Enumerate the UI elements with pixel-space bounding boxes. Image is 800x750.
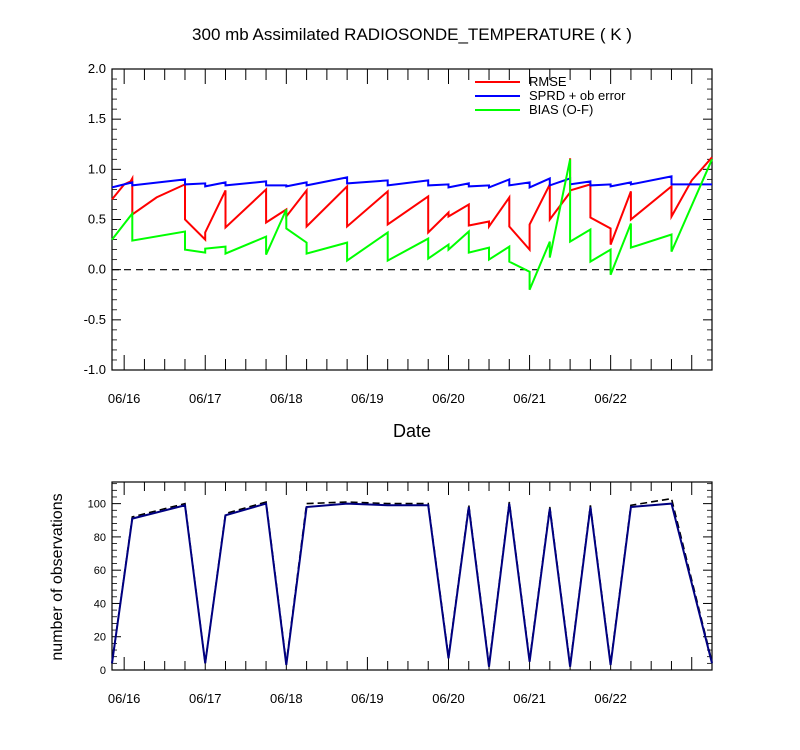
- y-tick-label: 1.5: [88, 111, 106, 126]
- y-tick-label: -0.5: [84, 312, 106, 327]
- legend-label: RMSE: [529, 74, 567, 89]
- plot-frame: [111, 68, 713, 371]
- x-tick-label: 06/17: [189, 691, 222, 706]
- x-tick-label: 06/18: [270, 691, 303, 706]
- y-tick-label: 20: [94, 632, 106, 644]
- x-tick-label: 06/20: [432, 691, 465, 706]
- series-line-bias-o-f: [111, 158, 713, 291]
- x-tick-label: 06/18: [270, 391, 303, 406]
- legend-label: BIAS (O-F): [529, 102, 593, 117]
- x-tick-label: 06/16: [108, 391, 141, 406]
- y-tick-label: 100: [88, 499, 106, 511]
- y-tick-label: -1.0: [84, 362, 106, 377]
- x-tick-label: 06/16: [108, 691, 141, 706]
- x-tick-label: 06/22: [594, 691, 627, 706]
- series-line-assimilated: [111, 502, 713, 667]
- chart-title: 300 mb Assimilated RADIOSONDE_TEMPERATUR…: [192, 25, 632, 44]
- x-tick-label: 06/20: [432, 391, 465, 406]
- series-line-rmse: [111, 156, 713, 253]
- x-tick-label: 06/21: [513, 691, 546, 706]
- x-tick-label: 06/19: [351, 391, 384, 406]
- bottom-chart-axes: 0 20 40 60 80 100 06/16 06/17 06/18 06/19 06/20 06/…: [88, 481, 713, 706]
- x-tick-label: 06/21: [513, 391, 546, 406]
- y-tick-label: 60: [94, 565, 106, 577]
- plot-frame: [111, 481, 713, 671]
- series-line-sprd-ob-error: [111, 175, 712, 189]
- x-axis-label: Date: [393, 421, 431, 441]
- x-tick-label: 06/19: [351, 691, 384, 706]
- top-chart-series: [111, 156, 713, 291]
- legend-label: SPRD + ob error: [529, 88, 626, 103]
- y-tick-label: 40: [94, 598, 106, 610]
- y-tick-label: 2.0: [88, 61, 106, 76]
- y-tick-label: 0.5: [88, 212, 106, 227]
- y-axis-label: number of observations: [49, 493, 66, 660]
- y-tick-label: 0.0: [88, 262, 106, 277]
- top-chart-axes: -1.0 -0.5 0.0 0.5 1.0 1.5 2.0 06/16 06/17 06/18 06…: [84, 61, 713, 406]
- y-tick-label: 80: [94, 532, 106, 544]
- y-tick-label: 0: [100, 665, 106, 677]
- x-tick-label: 06/17: [189, 391, 222, 406]
- bottom-chart-series: [111, 497, 713, 667]
- y-tick-label: 1.0: [88, 161, 106, 176]
- x-tick-label: 06/22: [594, 391, 627, 406]
